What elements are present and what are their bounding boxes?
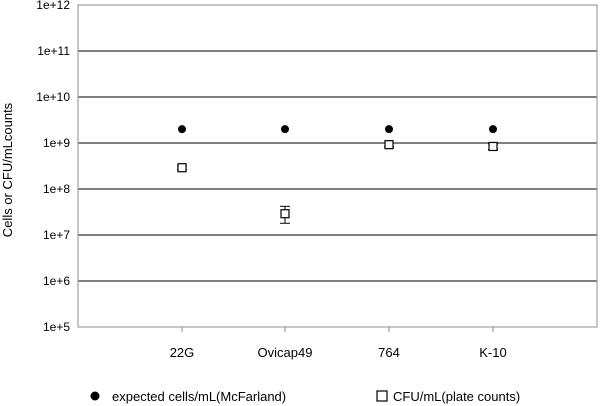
y-tick-label: 1e+11	[37, 44, 70, 58]
legend-marker-expected-cells	[90, 391, 100, 401]
data-markers	[177, 125, 498, 219]
expected-cells-point	[385, 125, 393, 134]
y-tick-label: 1e+5	[43, 320, 70, 334]
cfu-point	[488, 141, 498, 152]
x-tick-label: 22G	[170, 345, 195, 360]
y-tick-label: 1e+12	[36, 0, 70, 12]
y-tick-label: 1e+8	[43, 182, 70, 196]
cfu-point	[177, 163, 187, 173]
x-tick-label: 764	[378, 345, 400, 360]
expected-cells-point	[489, 125, 497, 134]
legend-label-expected-cells: expected cells/mL(McFarland)	[112, 389, 286, 404]
plot-area-frame	[77, 4, 598, 328]
y-tick-label: 1e+10	[36, 90, 70, 104]
x-axis-ticks: 22G Ovicap49 764 K-10	[170, 327, 507, 360]
y-axis-label: Cells or CFU/mLcounts	[0, 102, 15, 237]
y-axis-ticks: 1e+5 1e+6 1e+7 1e+8 1e+9 1e+10 1e+11 1e+12	[36, 0, 70, 334]
cfu-point	[384, 140, 394, 150]
legend-marker-cfu	[376, 390, 388, 402]
x-tick-label: K-10	[479, 345, 506, 360]
expected-cells-point	[178, 125, 186, 134]
error-bars	[177, 142, 498, 224]
gridlines	[78, 50, 597, 282]
x-tick-label: Ovicap49	[258, 345, 313, 360]
y-tick-label: 1e+6	[43, 274, 70, 288]
legend: expected cells/mL(McFarland) CFU/mL(plat…	[90, 389, 520, 404]
expected-cells-point	[281, 125, 289, 134]
y-tick-label: 1e+9	[43, 136, 70, 150]
cfu-point	[280, 209, 290, 219]
legend-label-cfu: CFU/mL(plate counts)	[393, 389, 520, 404]
y-tick-label: 1e+7	[43, 228, 70, 242]
